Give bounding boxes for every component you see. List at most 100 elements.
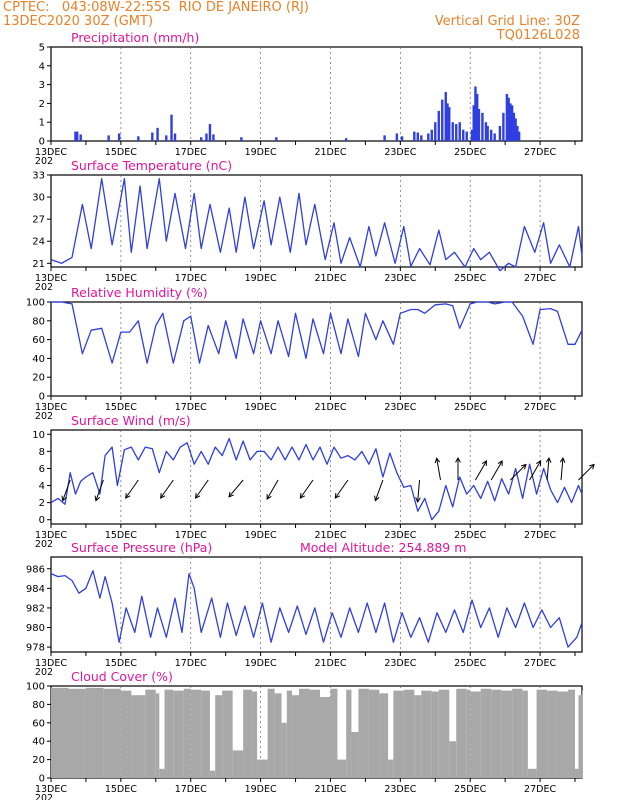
precip-bar bbox=[481, 112, 484, 141]
rh-xtick-label: 21DEC bbox=[314, 402, 346, 413]
wind-arrow bbox=[374, 479, 384, 502]
precip-ytick-label: 4 bbox=[39, 61, 45, 72]
rh-ytick-label: 0 bbox=[39, 392, 45, 403]
pressure-annotation: Model Altitude: 254.889 m bbox=[300, 540, 466, 555]
precip-bar bbox=[514, 118, 517, 141]
cloud-ytick-label: 0 bbox=[39, 774, 45, 785]
rh-xtick-label: 15DEC bbox=[105, 402, 137, 413]
precip-bar bbox=[383, 135, 386, 141]
wind-ytick-label: 6 bbox=[39, 464, 45, 475]
cloud-bar bbox=[103, 688, 121, 778]
wind-year-label: 202 bbox=[35, 539, 53, 550]
precip-bar bbox=[137, 136, 140, 141]
precip-title: Precipitation (mm/h) bbox=[71, 30, 199, 45]
precip-xtick-label: 15DEC bbox=[105, 147, 137, 158]
rh-ytick-label: 20 bbox=[32, 373, 45, 384]
precip-bar bbox=[76, 131, 79, 141]
precip-bar bbox=[451, 122, 454, 141]
precip-bar bbox=[117, 133, 121, 141]
precip-bar bbox=[498, 125, 502, 141]
wind-xtick-label: 17DEC bbox=[175, 530, 207, 541]
precip-bar bbox=[502, 112, 505, 141]
precip-bar bbox=[509, 103, 512, 141]
pressure-frame bbox=[50, 556, 583, 653]
cloud-bar bbox=[403, 689, 415, 778]
rh-ytick-label: 100 bbox=[26, 298, 45, 309]
cloud-bar bbox=[522, 690, 528, 778]
precip-xtick-label: 13DEC bbox=[35, 147, 67, 158]
precip-bar bbox=[446, 103, 449, 141]
cloud-bar bbox=[578, 695, 582, 778]
temp-frame bbox=[50, 174, 583, 268]
cloud-xtick-label: 21DEC bbox=[314, 784, 346, 795]
pressure-xtick-label: 27DEC bbox=[524, 658, 556, 669]
temp-xtick-label: 17DEC bbox=[175, 273, 207, 284]
pressure-ytick-label: 980 bbox=[26, 623, 45, 634]
cloud-bar bbox=[466, 689, 471, 778]
cloud-title: Cloud Cover (%) bbox=[71, 669, 173, 684]
cloud-xtick-label: 19DEC bbox=[245, 784, 277, 795]
rh-ytick-label: 80 bbox=[32, 316, 45, 327]
wind-arrow bbox=[334, 479, 349, 499]
temp-ytick-label: 33 bbox=[32, 171, 45, 182]
temp-xtick-label: 25DEC bbox=[454, 273, 486, 284]
precip-bar bbox=[512, 112, 516, 141]
precip-bar bbox=[470, 129, 474, 141]
wind-ytick-label: 4 bbox=[39, 481, 45, 492]
rh-series-line bbox=[51, 301, 583, 364]
precip-xtick-label: 27DEC bbox=[524, 147, 556, 158]
cloud-xtick-label: 23DEC bbox=[384, 784, 416, 795]
pressure-ytick-label: 978 bbox=[26, 643, 45, 654]
cloud-bar bbox=[480, 688, 492, 778]
cloud-bar bbox=[131, 695, 146, 778]
precip-bar bbox=[441, 99, 444, 141]
cloud-bar bbox=[85, 687, 104, 778]
cloud-bar bbox=[421, 690, 432, 778]
precip-ytick-label: 3 bbox=[39, 80, 45, 91]
precip-bar bbox=[474, 86, 477, 141]
precip-bar bbox=[465, 131, 468, 141]
wind-ytick-label: 8 bbox=[39, 447, 45, 458]
cloud-ytick-label: 60 bbox=[32, 718, 45, 729]
cloud-bar bbox=[582, 690, 583, 778]
precip-bar bbox=[489, 129, 493, 141]
cloud-bar bbox=[190, 689, 202, 778]
relative-humidity-panel: 0 20 40 60 80 100 13DEC 15DEC 17DEC 19DEC 21DEC 23D… bbox=[26, 285, 583, 422]
cloud-bar bbox=[68, 688, 86, 778]
rh-xtick-label: 19DEC bbox=[245, 402, 277, 413]
precip-bar bbox=[413, 131, 416, 141]
precip-bar bbox=[79, 134, 82, 141]
cloud-bar bbox=[267, 688, 275, 778]
wind-arrow bbox=[415, 479, 421, 503]
cloud-bar bbox=[491, 689, 502, 778]
pressure-xtick-label: 13DEC bbox=[35, 658, 67, 669]
cloud-bar bbox=[183, 688, 191, 778]
cloud-bar bbox=[512, 688, 523, 778]
wind-arrow bbox=[266, 479, 279, 500]
rh-ytick-label: 60 bbox=[32, 335, 45, 346]
cloud-bar bbox=[281, 722, 287, 778]
precip-bar bbox=[430, 129, 433, 141]
cloud-bar bbox=[388, 759, 394, 778]
wind-ytick-label: 10 bbox=[32, 430, 45, 441]
precip-ytick-label: 0 bbox=[39, 137, 45, 148]
wind-series-line bbox=[50, 437, 583, 521]
wind-arrow bbox=[94, 479, 104, 502]
wind-arrow bbox=[578, 463, 595, 481]
precip-bar bbox=[475, 94, 479, 141]
wind-xtick-label: 27DEC bbox=[524, 530, 556, 541]
rh-xtick-label: 13DEC bbox=[35, 402, 67, 413]
cloud-bar bbox=[393, 690, 404, 778]
cloud-bar bbox=[201, 690, 210, 778]
cloud-xtick-label: 15DEC bbox=[105, 784, 137, 795]
run-date: 13DEC2020 30Z (GMT) bbox=[3, 14, 153, 29]
cloud-bar bbox=[414, 695, 422, 778]
cloud-cover-panel: 0 20 40 60 80 100 13DEC 15DEC 17DEC 19DEC 21DEC 23D… bbox=[26, 669, 583, 800]
wind-arrow bbox=[559, 457, 566, 481]
wind-title: Surface Wind (m/s) bbox=[71, 413, 191, 428]
wind-arrow bbox=[228, 479, 244, 498]
precip-bar bbox=[107, 135, 110, 141]
cloud-bar bbox=[449, 741, 457, 778]
wind-ytick-label: 0 bbox=[39, 515, 45, 526]
cloud-bar bbox=[379, 693, 389, 778]
